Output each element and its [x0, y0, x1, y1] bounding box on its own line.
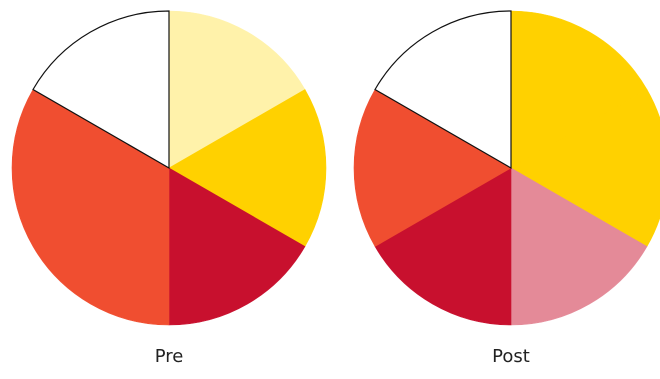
pie-chart-post — [353, 10, 660, 326]
pie-pre-slice-2 — [168, 167, 306, 326]
pie-post-slice-0 — [510, 10, 648, 169]
pie-post-slice-5 — [374, 10, 512, 170]
pie-pre-slice-4 — [32, 10, 170, 170]
pie-post-slice-2 — [510, 167, 648, 326]
pie-post-slice-3 — [374, 167, 512, 326]
pie-pre-slice-1 — [168, 89, 327, 247]
pie-post-slice-1 — [510, 89, 660, 247]
pie-label-pre: Pre — [155, 346, 184, 367]
pie-pre-slice-3 — [11, 89, 170, 326]
pie-chart-pre — [11, 10, 327, 326]
pie-post-slice-4 — [353, 89, 512, 247]
pie-pre-slice-0 — [168, 10, 306, 169]
pie-label-post: Post — [492, 346, 530, 367]
